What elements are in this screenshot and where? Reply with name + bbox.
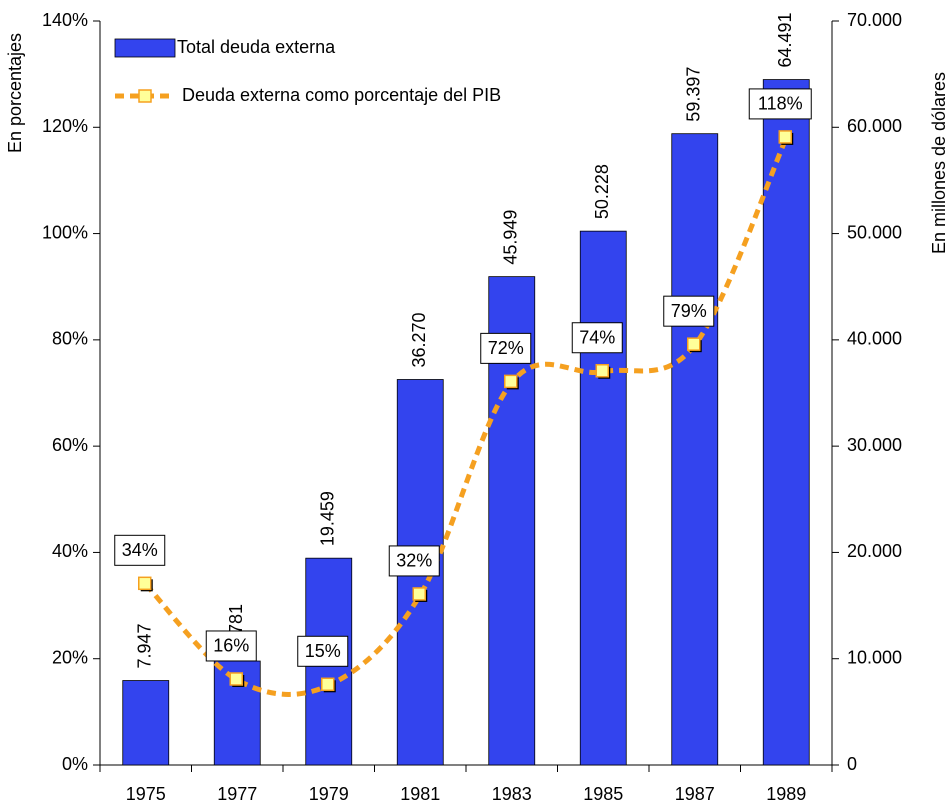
line <box>143 136 789 697</box>
marker <box>229 672 243 686</box>
bar <box>762 79 810 766</box>
legend-label: Deuda externa como porcentaje del PIB <box>182 85 501 105</box>
x-tick-label: 1975 <box>126 784 166 804</box>
x-tick-label: 1989 <box>766 784 806 804</box>
legend-label: Total deuda externa <box>177 37 336 57</box>
marker <box>595 363 609 378</box>
bar-label: 64.491 <box>775 12 795 67</box>
y2-tick-label: 20.000 <box>847 541 902 561</box>
legend-swatch <box>114 38 176 58</box>
bar <box>579 230 627 766</box>
data-label: 72% <box>488 338 524 358</box>
y-tick-label: 40% <box>52 541 88 561</box>
y-tick-label: 60% <box>52 435 88 455</box>
y2-tick-label: 70.000 <box>847 10 902 30</box>
y2-tick-label: 0 <box>847 754 857 774</box>
bar <box>671 133 719 766</box>
x-tick-label: 1983 <box>492 784 532 804</box>
bar-label: 50.228 <box>592 164 612 219</box>
bar-label: 7.947 <box>135 623 155 668</box>
y2-tick-label: 30.000 <box>847 435 902 455</box>
x-tick-label: 1979 <box>309 784 349 804</box>
y2-tick-label: 60.000 <box>847 116 902 136</box>
data-label-box <box>205 630 257 662</box>
marker <box>321 677 335 692</box>
data-label: 79% <box>671 301 707 321</box>
bar-label: 36.270 <box>409 312 429 367</box>
legend: Total deuda externa Deuda externa como po… <box>114 37 501 105</box>
bar-label: 45.949 <box>501 210 521 265</box>
data-label: 15% <box>305 641 341 661</box>
marker <box>138 576 152 591</box>
y-tick-label: 140% <box>42 10 88 30</box>
bar-label: 19.459 <box>318 491 338 546</box>
bar-label: 59.397 <box>684 67 704 122</box>
data-label-box <box>114 534 166 566</box>
data-label: 34% <box>122 540 158 560</box>
y-tick-label: 0% <box>62 754 88 774</box>
y2-tick-label: 10.000 <box>847 647 902 667</box>
marker <box>687 337 701 351</box>
x-tick-label: 1987 <box>675 784 715 804</box>
marker <box>412 587 426 601</box>
marker <box>778 130 792 144</box>
x-tick-label: 1981 <box>400 784 440 804</box>
data-label: 74% <box>579 327 615 347</box>
y2-tick-label: 40.000 <box>847 329 902 349</box>
data-label-box <box>297 635 349 667</box>
data-label: 32% <box>396 551 432 571</box>
y-tick-label: 20% <box>52 647 88 667</box>
y2-axis-label: En millones de dólares <box>929 72 949 254</box>
data-label: 16% <box>213 636 249 656</box>
y-axis-label: En porcentajes <box>5 33 25 153</box>
data-label-box <box>748 88 812 120</box>
marker <box>504 374 518 389</box>
data-label: 118% <box>758 94 803 114</box>
y-tick-label: 120% <box>42 116 88 136</box>
y-tick-label: 80% <box>52 329 88 349</box>
y-tick-label: 100% <box>42 222 88 242</box>
y2-tick-label: 50.000 <box>847 222 902 242</box>
data-label-box <box>571 322 623 354</box>
data-label-box <box>663 295 715 327</box>
bar <box>122 680 170 766</box>
data-label-box <box>480 332 532 364</box>
legend-marker <box>138 89 152 103</box>
data-label-box <box>388 545 440 577</box>
x-tick-label: 1985 <box>583 784 623 804</box>
x-tick-label: 1977 <box>217 784 257 804</box>
